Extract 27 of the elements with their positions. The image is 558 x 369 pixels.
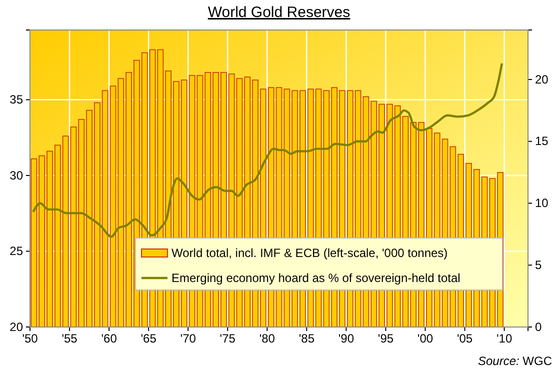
x-tick-label: '90 [338,332,354,346]
x-tick-label: '65 [140,332,157,346]
y-tick-label: 35 [10,92,24,107]
y2-tick-label: 5 [535,258,542,272]
y2-tick-label: 15 [535,134,549,148]
y2-tick-label: 20 [535,72,549,86]
y-tick-label: 25 [10,244,24,258]
x-tick-label: '95 [378,332,394,346]
y2-tick-label: 0 [535,320,542,334]
y-tick-label: 20 [10,320,24,334]
legend-label: World total, incl. IMF & ECB (left-scale, '000 tonnes) [172,246,448,260]
y2-tick-label: 10 [535,196,549,210]
x-tick-label: '00 [417,332,434,346]
x-tick-label: '70 [180,332,196,346]
x-tick-label: '55 [62,332,78,346]
x-tick-label: '50 [22,332,38,346]
x-tick-label: '10 [496,332,512,346]
chart-title: World Gold Reserves [208,4,350,21]
x-tick-label: '75 [220,332,236,346]
source-note: Source: WGC [478,354,552,368]
legend-label: Emerging economy hoard as % of sovereign-held total [172,271,460,285]
x-tick-label: '05 [456,332,473,346]
x-tick-label: '80 [259,332,276,346]
line-series [32,62,504,238]
y-tick-label: 30 [10,168,24,182]
x-tick-label: '85 [298,332,315,346]
x-tick-label: '60 [101,332,118,346]
